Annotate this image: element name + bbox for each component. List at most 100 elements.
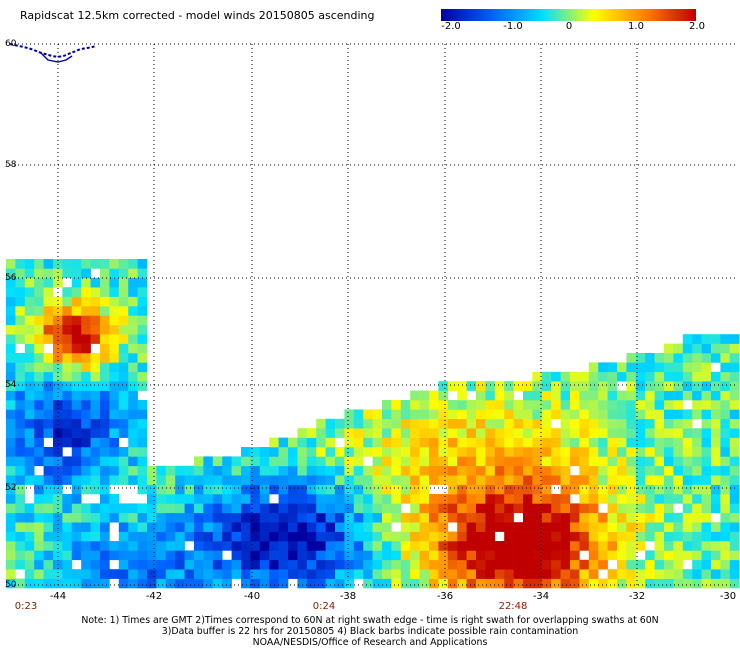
wind-cell (494, 578, 505, 589)
wind-cell (729, 541, 740, 551)
wind-cell (90, 259, 101, 269)
wind-cell (297, 475, 308, 485)
wind-cell (297, 531, 308, 542)
wind-cell (71, 428, 82, 438)
wind-cell (203, 503, 214, 514)
wind-cell (579, 512, 590, 523)
wind-cell (43, 381, 54, 391)
wind-cell (81, 437, 91, 448)
wind-cell (288, 531, 298, 542)
wind-cell (71, 315, 82, 326)
wind-cell (438, 503, 449, 514)
wind-cell (100, 400, 110, 410)
wind-cell (212, 531, 223, 542)
wind-cell (109, 475, 120, 485)
wind-cell (372, 494, 383, 504)
wind-cell (137, 437, 148, 448)
wind-cell (24, 353, 35, 363)
wind-cell (372, 428, 383, 438)
wind-cell (81, 569, 91, 579)
wind-cell (570, 390, 580, 401)
wind-cell (532, 550, 543, 561)
wind-cell (34, 569, 44, 579)
wind-cell (598, 362, 608, 373)
colorbar-label: 1.0 (628, 21, 644, 32)
wind-cell (269, 503, 279, 514)
wind-cell (15, 428, 26, 438)
wind-cell (523, 522, 533, 532)
wind-cell (588, 428, 599, 438)
wind-cell (635, 400, 646, 410)
wind-cell (541, 541, 552, 551)
wind-cell (118, 324, 129, 335)
wind-cell (410, 550, 420, 561)
wind-cell (588, 550, 599, 561)
wind-cell (203, 569, 214, 579)
wind-cell (259, 541, 270, 551)
wind-cell (15, 400, 26, 410)
wind-cell (71, 306, 82, 316)
wind-cell (15, 277, 26, 288)
wind-cell (419, 578, 430, 589)
wind-cell (184, 569, 195, 579)
wind-cell (6, 306, 16, 316)
wind-cell (410, 409, 420, 420)
lat-label: 52 (5, 483, 17, 493)
wind-cell (588, 437, 599, 448)
wind-cell (34, 503, 44, 514)
wind-cell (194, 503, 204, 514)
wind-cell (81, 381, 91, 391)
wind-cell (363, 418, 373, 429)
wind-cell (109, 287, 120, 297)
wind-cell (109, 334, 120, 344)
wind-cell (6, 456, 16, 467)
wind-cell (551, 522, 561, 532)
wind-cell (137, 484, 148, 495)
wind-cell (551, 512, 561, 523)
wind-cell (316, 494, 326, 504)
wind-cell (34, 315, 44, 326)
wind-cell (62, 418, 73, 429)
wind-cell (147, 465, 157, 476)
wind-cell (128, 287, 138, 297)
wind-cell (570, 559, 580, 570)
wind-cell (34, 531, 44, 542)
wind-cell (570, 409, 580, 420)
wind-cell (81, 465, 91, 476)
wind-cell (692, 541, 702, 551)
wind-cell (664, 531, 674, 542)
wind-cell (62, 531, 73, 542)
wind-cell (513, 400, 524, 410)
wind-cell (147, 503, 157, 514)
wind-cell (62, 315, 73, 326)
wind-cell (53, 381, 63, 391)
wind-cell (259, 522, 270, 532)
wind-cell (692, 343, 702, 354)
wind-cell (24, 334, 35, 344)
wind-cell (588, 362, 599, 373)
wind-cell (485, 522, 496, 532)
wind-cell (513, 503, 524, 514)
wind-cell (410, 503, 420, 514)
wind-cell (447, 400, 458, 410)
wind-cell (476, 428, 486, 438)
wind-cell (485, 428, 496, 438)
wind-cell (560, 569, 571, 579)
wind-cell (692, 559, 702, 570)
wind-cell (447, 428, 458, 438)
wind-cell (692, 409, 702, 420)
wind-cell (654, 371, 665, 382)
wind-cell (137, 315, 148, 326)
wind-cell (711, 371, 721, 382)
wind-cell (363, 428, 373, 438)
wind-cell (532, 400, 543, 410)
wind-cell (62, 456, 73, 467)
wind-cell (100, 437, 110, 448)
wind-cell (664, 362, 674, 373)
wind-cell (363, 494, 373, 504)
wind-cell (485, 400, 496, 410)
wind-cell (335, 428, 345, 438)
wind-cell (81, 503, 91, 514)
wind-cell (15, 531, 26, 542)
wind-cell (109, 465, 120, 476)
